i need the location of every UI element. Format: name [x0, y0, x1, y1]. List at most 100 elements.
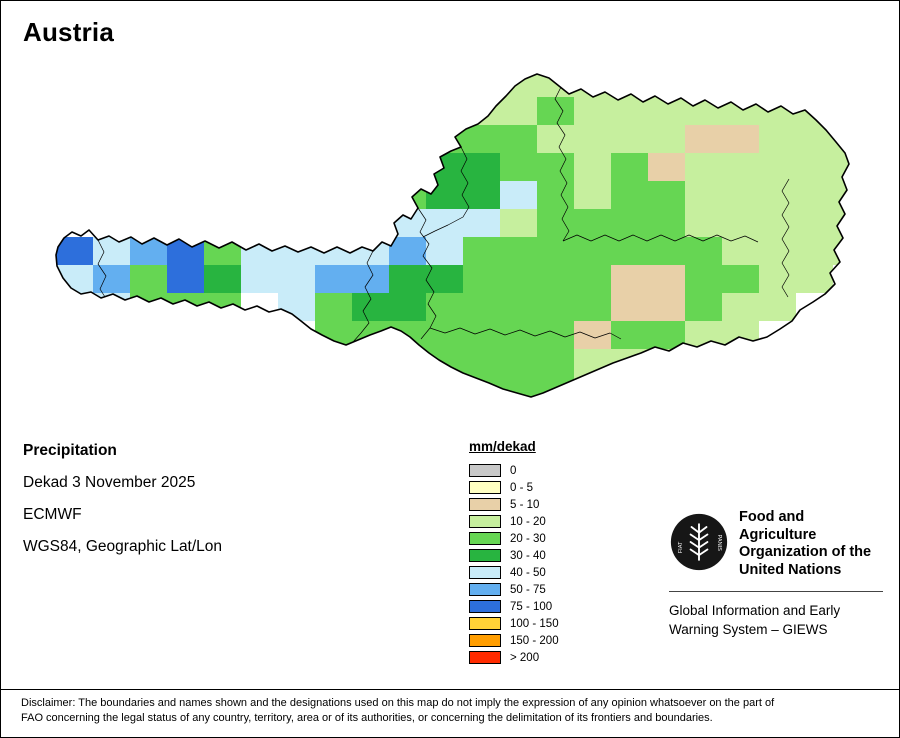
- grid-cell: [796, 153, 833, 181]
- legend-label: 100 - 150: [510, 617, 559, 630]
- grid-cell: [574, 209, 611, 237]
- grid-cell: [611, 181, 648, 209]
- grid-cell: [537, 293, 574, 321]
- grid-cell: [463, 349, 500, 377]
- grid-cell: [796, 237, 833, 265]
- grid-cell: [611, 237, 648, 265]
- grid-cell: [611, 153, 648, 181]
- state-borders: [97, 86, 790, 343]
- grid-cell: [500, 321, 537, 349]
- grid-cell: [537, 321, 574, 349]
- grid-cell: [537, 377, 574, 397]
- legend-title: mm/dekad: [469, 439, 536, 454]
- fao-logo: FIAT PANIS: [669, 512, 729, 577]
- fao-motto-right: PANIS: [716, 534, 722, 551]
- austria-map: [1, 1, 900, 431]
- grid-cell: [685, 237, 722, 265]
- legend-item: 30 - 40: [469, 547, 559, 564]
- grid-cell: [500, 125, 537, 153]
- grid-cell: [500, 349, 537, 377]
- legend-swatch: [469, 634, 501, 647]
- grid-cell: [611, 125, 648, 153]
- grid-cell: [463, 209, 500, 237]
- grid-cell: [833, 153, 849, 181]
- grid-cell: [722, 321, 759, 349]
- grid-cell: [759, 125, 796, 153]
- grid-cell: [759, 237, 796, 265]
- grid-cell: [685, 125, 722, 153]
- legend-label: 0 - 5: [510, 481, 534, 494]
- grid-cell: [500, 181, 537, 209]
- grid-cell: [685, 209, 722, 237]
- legend-item: 20 - 30: [469, 530, 559, 547]
- grid-cell: [759, 153, 796, 181]
- grid-cell: [611, 209, 648, 237]
- legend-label: 20 - 30: [510, 532, 546, 545]
- grid-cell: [722, 153, 759, 181]
- grid-cell: [648, 125, 685, 153]
- grid-cell: [389, 349, 426, 377]
- grid-cell: [500, 377, 537, 397]
- legend-label: > 200: [510, 651, 540, 664]
- grid-cell: [574, 181, 611, 209]
- grid-cell: [537, 209, 574, 237]
- grid-cell: [685, 181, 722, 209]
- grid-cell: [389, 237, 426, 265]
- grid-cell: [574, 153, 611, 181]
- grid-cell: [426, 153, 463, 181]
- legend-swatch: [469, 549, 501, 562]
- legend-label: 30 - 40: [510, 549, 546, 562]
- legend-swatch: [469, 481, 501, 494]
- legend-swatch: [469, 464, 501, 477]
- map-svg: [55, 73, 850, 398]
- grid-cell: [648, 181, 685, 209]
- grid-cell: [611, 321, 648, 349]
- grid-cell: [648, 209, 685, 237]
- grid-cell: [685, 153, 722, 181]
- grid-cell: [611, 265, 648, 293]
- grid-cell: [685, 293, 722, 321]
- legend-swatch: [469, 600, 501, 613]
- grid-cell: [93, 265, 130, 293]
- legend-item: 100 - 150: [469, 615, 559, 632]
- legend-items: 0 0 - 5 5 - 10 10 - 20 20 - 30 30 - 40 40 - 50…: [469, 462, 559, 666]
- grid-cell: [463, 237, 500, 265]
- grid-cell: [352, 237, 389, 265]
- grid-cell: [722, 265, 759, 293]
- grid-cell: [500, 97, 537, 125]
- grid-cell: [537, 153, 574, 181]
- grid-cell: [759, 97, 796, 125]
- legend-swatch: [469, 583, 501, 596]
- grid-cell: [574, 377, 611, 397]
- legend-swatch: [469, 498, 501, 511]
- legend-swatch: [469, 651, 501, 664]
- grid-cell: [648, 74, 685, 97]
- grid-cell: [352, 349, 389, 377]
- grid-cell: [722, 97, 759, 125]
- grid-cell: [463, 74, 500, 97]
- grid-cell: [574, 125, 611, 153]
- grid-cell: [537, 97, 574, 125]
- legend-label: 75 - 100: [510, 600, 553, 613]
- map-metadata: Precipitation Dekad 3 November 2025 ECMW…: [23, 442, 222, 570]
- grid-cell: [648, 265, 685, 293]
- grid-cell: [426, 181, 463, 209]
- legend-item: 0: [469, 462, 559, 479]
- grid-cell: [833, 181, 849, 209]
- grid-cell: [722, 125, 759, 153]
- grid-cell: [463, 377, 500, 397]
- legend-label: 40 - 50: [510, 566, 546, 579]
- legend-label: 0: [510, 464, 517, 477]
- legend-item: 0 - 5: [469, 479, 559, 496]
- grid-cell: [426, 97, 463, 125]
- giews-name: Global Information and Early Warning Sys…: [669, 603, 841, 637]
- grid-cell: [648, 321, 685, 349]
- grid-cell: [574, 321, 611, 349]
- grid-cell: [759, 293, 796, 321]
- grid-cell: [500, 209, 537, 237]
- grid-cell: [796, 265, 833, 293]
- grid-cell: [537, 265, 574, 293]
- grid-cell: [204, 237, 241, 265]
- projection-label: WGS84, Geographic Lat/Lon: [23, 538, 223, 555]
- grid-cell: [204, 265, 241, 293]
